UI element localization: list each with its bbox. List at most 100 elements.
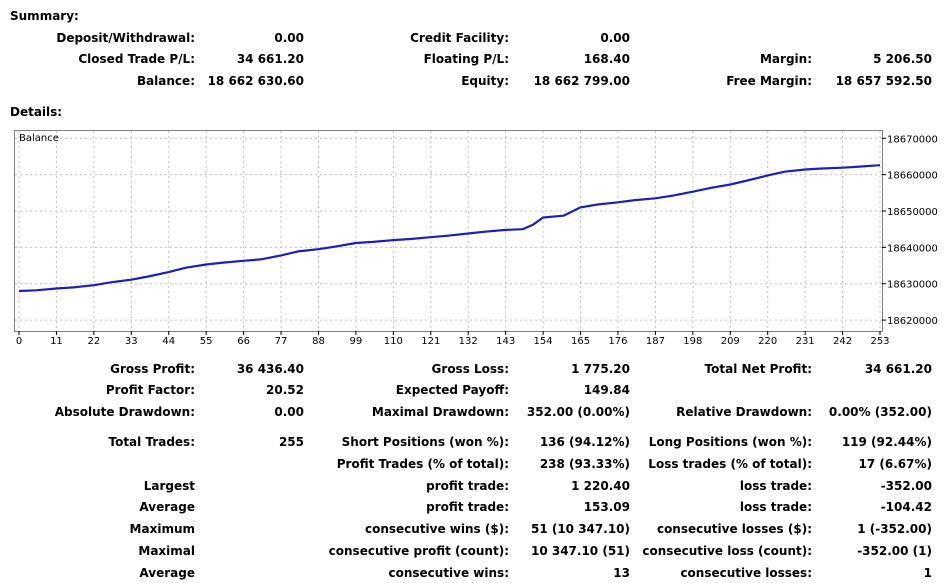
summary-value: 5 206.50 (873, 52, 932, 66)
x-tick-label: 165 (571, 336, 590, 347)
x-tick-label: 209 (721, 336, 740, 347)
stat-label: Maximal Drawdown: (371, 405, 509, 419)
summary-label: Equity: (461, 74, 509, 88)
balance-series-line (18, 164, 881, 293)
summary-value: 0.00 (274, 31, 304, 45)
balance-chart: 18620000 18630000 18640000 18650000 18660000… (14, 130, 938, 347)
x-tick-label: 121 (421, 336, 440, 347)
summary-label: Floating P/L: (423, 52, 509, 66)
x-tick-label: 132 (459, 336, 478, 347)
group-right-value: 1 (-352.00) (857, 522, 932, 536)
summary-value: 168.40 (583, 52, 630, 66)
stat-label: Gross Profit: (110, 362, 195, 376)
group-prefix: Maximum (129, 522, 195, 536)
y-tick-label: 18640000 (887, 243, 938, 254)
x-tick-label: 66 (237, 336, 250, 347)
group-right-value: 1 (923, 566, 932, 580)
group-mid-value: 10 347.10 (51) (530, 544, 630, 558)
group-prefix: Largest (143, 479, 195, 493)
stat-value: 352.00 (0.00%) (526, 405, 630, 419)
stat-value: 136 (94.12%) (539, 435, 630, 449)
x-tick-label: 176 (608, 336, 627, 347)
summary-value: 18 662 799.00 (533, 74, 630, 88)
x-tick-label: 198 (683, 336, 702, 347)
x-tick-label: 110 (384, 336, 403, 347)
stat-label: Gross Loss: (431, 362, 509, 376)
summary-label: Margin: (759, 52, 812, 66)
y-tick-label: 18670000 (887, 134, 938, 145)
chart-frame (14, 130, 883, 332)
summary-value: 34 661.20 (236, 52, 304, 66)
stat-label: Loss trades (% of total): (648, 457, 812, 471)
group-right-label: consecutive loss (count): (642, 544, 812, 558)
stat-value: 119 (92.44%) (841, 435, 932, 449)
x-tick-label: 77 (275, 336, 288, 347)
group-prefix: Average (139, 500, 195, 514)
group-mid-value: 51 (10 347.10) (530, 522, 630, 536)
summary-label: Deposit/Withdrawal: (56, 31, 195, 45)
group-mid-label: consecutive wins ($): (364, 522, 509, 536)
stat-label: Short Positions (won %): (341, 435, 509, 449)
details-title: Details: (10, 105, 63, 119)
x-tick-label: 253 (870, 336, 889, 347)
group-mid-value: 153.09 (583, 500, 630, 514)
chart-title: Balance (19, 133, 59, 144)
group-prefix: Maximal (138, 544, 195, 558)
y-tick-label: 18620000 (887, 316, 938, 327)
x-tick-label: 44 (162, 336, 175, 347)
x-tick-label: 143 (496, 336, 515, 347)
group-mid-label: profit trade: (426, 479, 509, 493)
group-right-value: -352.00 (1) (857, 544, 932, 558)
group-mid-label: consecutive profit (count): (328, 544, 509, 558)
group-mid-label: consecutive wins: (388, 566, 509, 580)
group-right-label: consecutive losses ($): (656, 522, 812, 536)
group-mid-value: 1 220.40 (571, 479, 630, 493)
x-tick-label: 99 (350, 336, 363, 347)
summary-title: Summary: (10, 9, 79, 23)
stat-value: 20.52 (266, 383, 304, 397)
group-right-label: loss trade: (739, 479, 812, 493)
stat-label: Long Positions (won %): (648, 435, 812, 449)
x-tick-label: 11 (50, 336, 63, 347)
x-tick-label: 220 (758, 336, 777, 347)
summary-value: 18 657 592.50 (835, 74, 932, 88)
summary-label: Credit Facility: (410, 31, 509, 45)
stat-label: Profit Trades (% of total): (336, 457, 509, 471)
summary-value: 0.00 (600, 31, 630, 45)
y-tick-label: 18660000 (887, 171, 938, 182)
x-tick-label: 154 (534, 336, 553, 347)
stat-value: 255 (278, 435, 304, 449)
x-tick-label: 33 (125, 336, 138, 347)
group-prefix: Average (139, 566, 195, 580)
x-tick-label: 187 (646, 336, 665, 347)
group-right-label: loss trade: (739, 500, 812, 514)
stat-value: 0.00 (274, 405, 304, 419)
stat-label: Total Net Profit: (704, 362, 812, 376)
stat-value: 0.00% (352.00) (828, 405, 932, 419)
group-right-value: -104.42 (880, 500, 932, 514)
stat-label: Profit Factor: (105, 383, 195, 397)
x-tick-label: 22 (88, 336, 101, 347)
summary-label: Balance: (136, 74, 195, 88)
stat-value: 149.84 (583, 383, 630, 397)
summary-label: Free Margin: (726, 74, 812, 88)
y-tick-label: 18630000 (887, 280, 938, 291)
summary-value: 18 662 630.60 (207, 74, 304, 88)
x-tick-label: 88 (312, 336, 325, 347)
x-tick-label: 242 (833, 336, 852, 347)
y-tick-label: 18650000 (887, 207, 938, 218)
group-mid-label: profit trade: (426, 500, 509, 514)
stat-label: Expected Payoff: (395, 383, 509, 397)
stat-label: Total Trades: (108, 435, 195, 449)
stat-value: 238 (93.33%) (539, 457, 630, 471)
x-tick-label: 231 (796, 336, 815, 347)
stat-value: 36 436.40 (236, 362, 304, 376)
group-right-label: consecutive losses: (680, 566, 812, 580)
x-tick-label: 55 (200, 336, 213, 347)
group-right-value: -352.00 (880, 479, 932, 493)
stat-label: Absolute Drawdown: (54, 405, 195, 419)
stat-label: Relative Drawdown: (676, 405, 812, 419)
stat-value: 17 (6.67%) (858, 457, 932, 471)
stat-value: 34 661.20 (864, 362, 932, 376)
summary-label: Closed Trade P/L: (78, 52, 195, 66)
